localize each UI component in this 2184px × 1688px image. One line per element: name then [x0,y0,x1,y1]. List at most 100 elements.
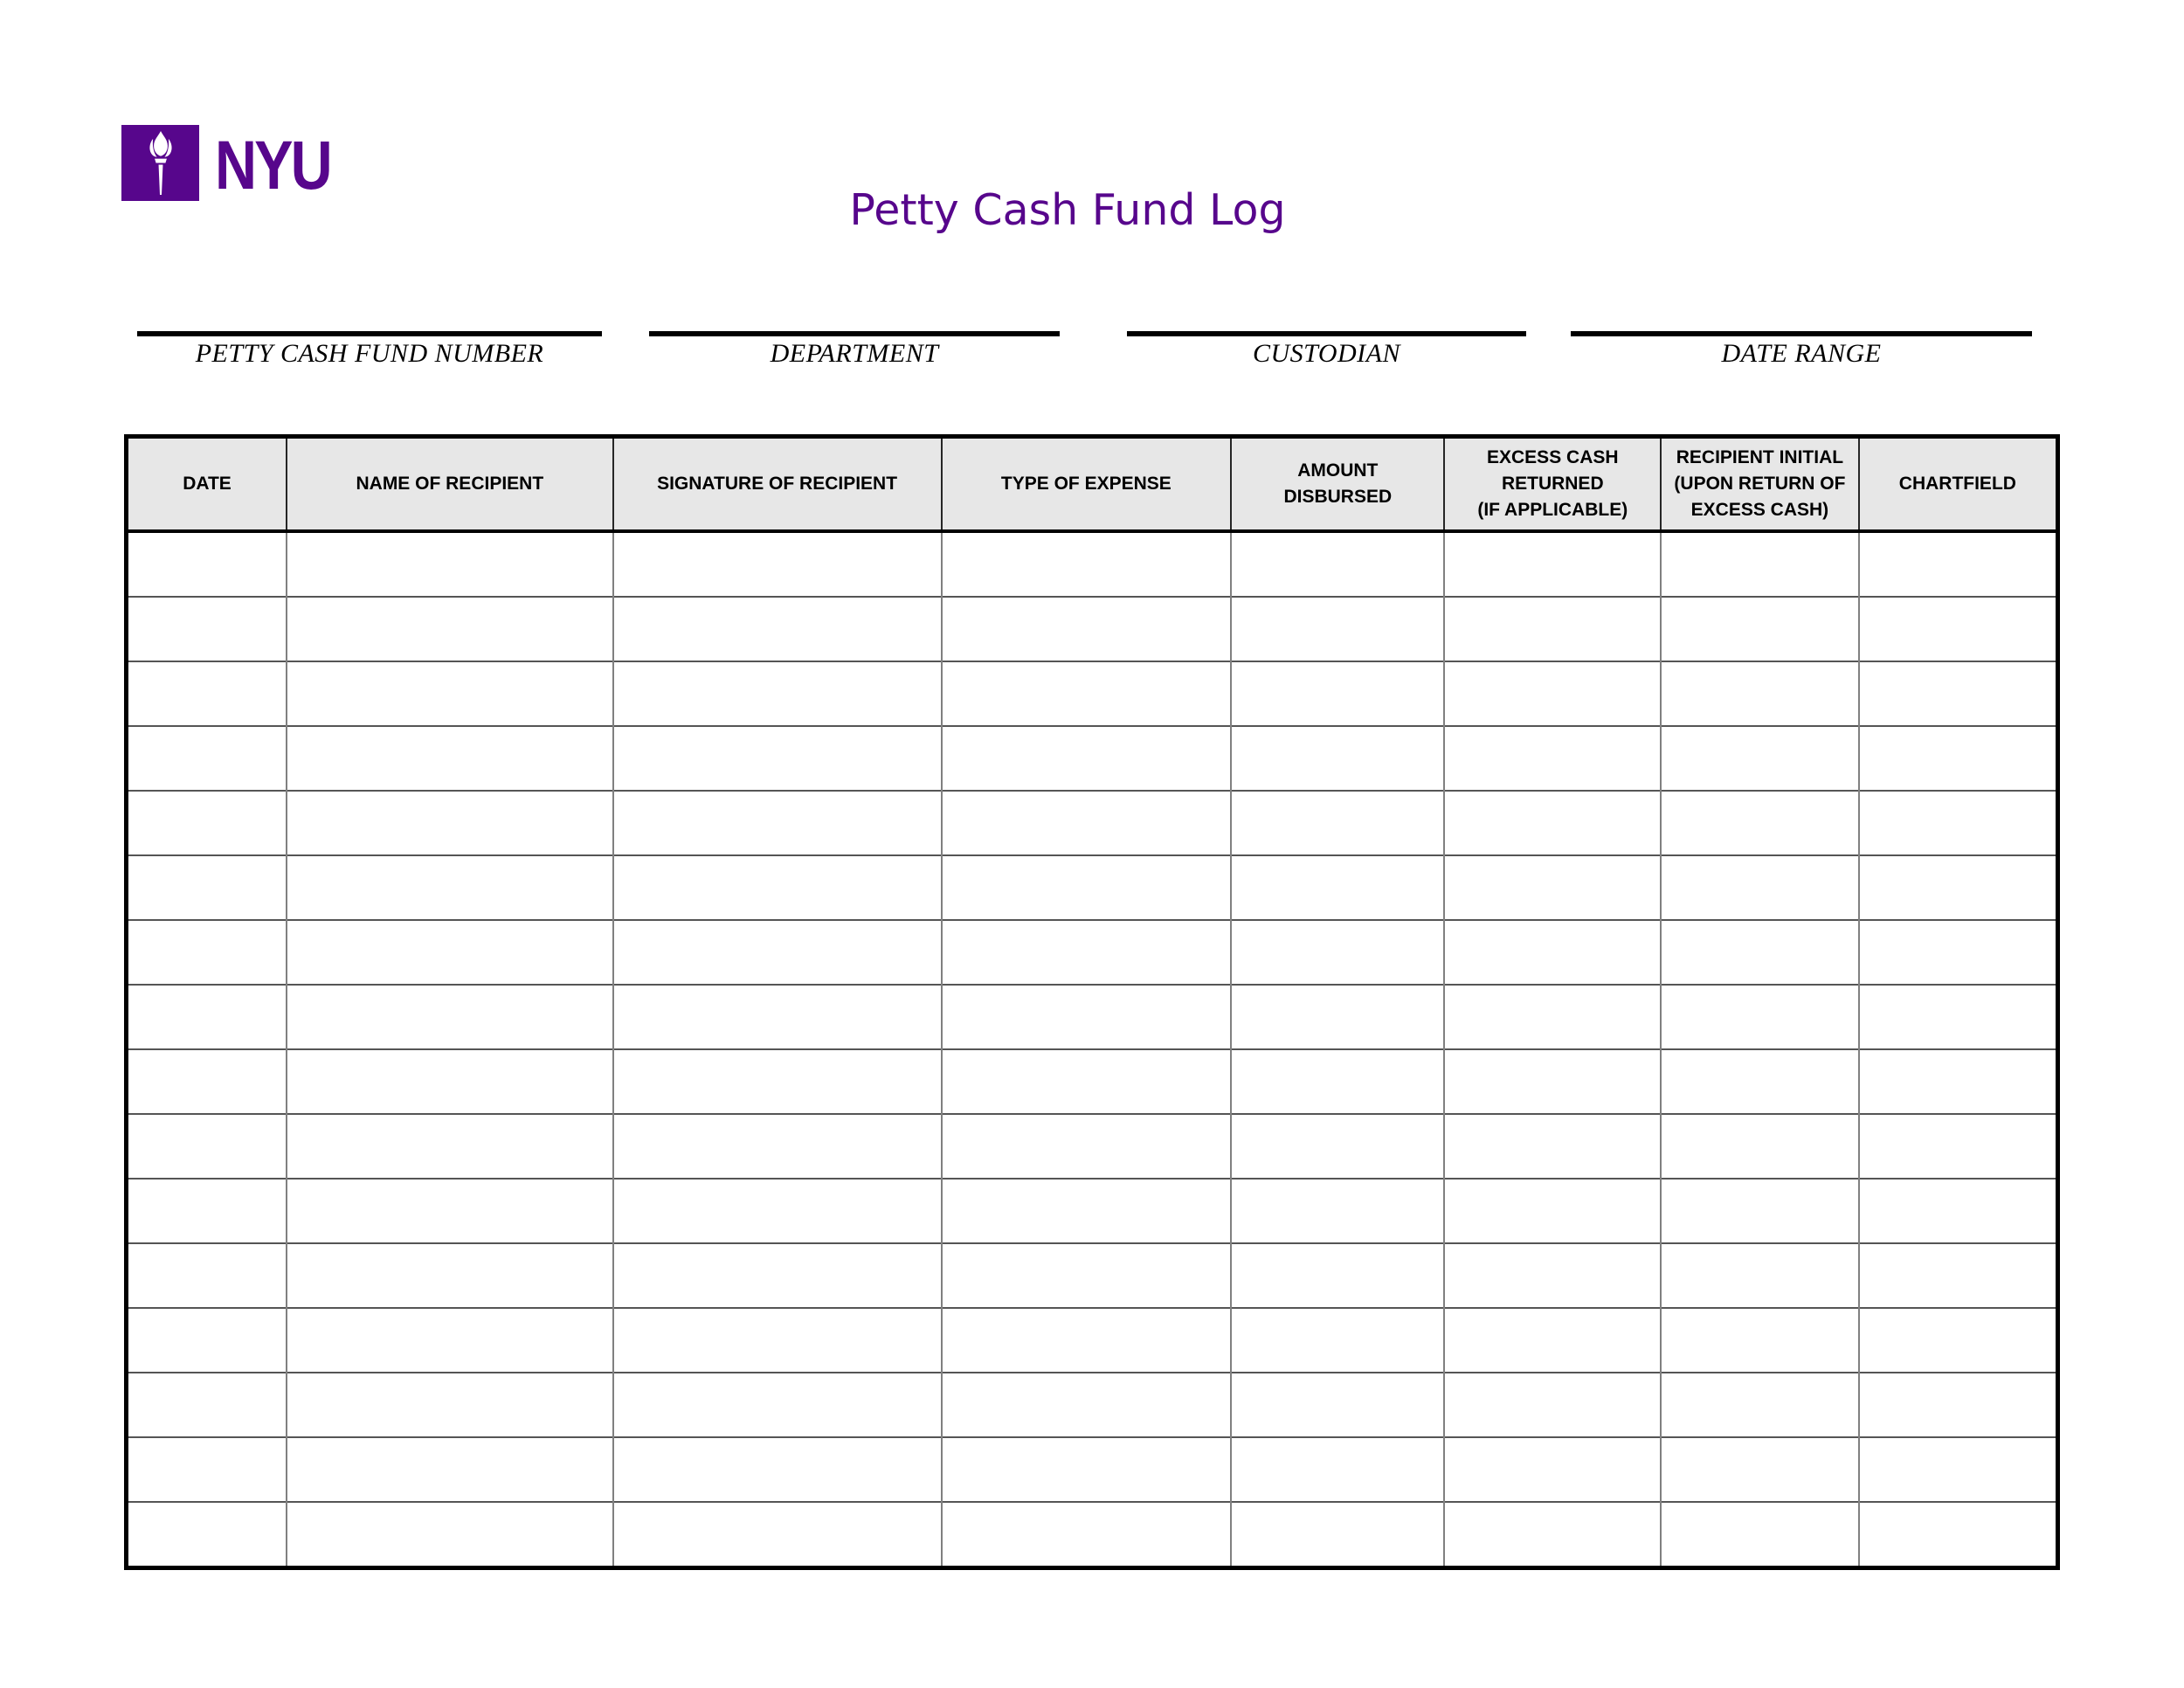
empty-cell[interactable] [940,530,1233,597]
empty-cell[interactable] [940,984,1233,1049]
empty-cell[interactable] [1443,596,1662,661]
empty-cell[interactable] [612,854,943,920]
empty-cell[interactable] [125,1242,287,1308]
empty-cell[interactable] [940,661,1233,726]
empty-cell[interactable] [1230,530,1446,597]
empty-cell[interactable] [1230,1048,1446,1114]
empty-cell[interactable] [940,854,1233,920]
empty-cell[interactable] [286,530,614,597]
empty-cell[interactable] [1857,854,2059,920]
empty-cell[interactable] [125,984,287,1049]
empty-cell[interactable] [125,1307,287,1373]
empty-cell[interactable] [125,596,287,661]
empty-cell[interactable] [1443,530,1662,597]
empty-cell[interactable] [940,919,1233,985]
empty-cell[interactable] [1660,1113,1860,1179]
empty-cell[interactable] [1660,854,1860,920]
empty-cell[interactable] [1857,1113,2059,1179]
empty-cell[interactable] [1443,1307,1662,1373]
empty-cell[interactable] [1660,984,1860,1049]
empty-cell[interactable] [1660,1242,1860,1308]
empty-cell[interactable] [286,1178,614,1243]
empty-cell[interactable] [1443,1178,1662,1243]
empty-cell[interactable] [1660,1372,1860,1437]
empty-cell[interactable] [1443,725,1662,791]
empty-cell[interactable] [286,661,614,726]
empty-cell[interactable] [1660,1178,1860,1243]
empty-cell[interactable] [612,1048,943,1114]
empty-cell[interactable] [286,1307,614,1373]
empty-cell[interactable] [286,1113,614,1179]
empty-cell[interactable] [1857,596,2059,661]
empty-cell[interactable] [940,1242,1233,1308]
empty-cell[interactable] [1230,1178,1446,1243]
empty-cell[interactable] [1443,1242,1662,1308]
empty-cell[interactable] [286,1436,614,1502]
fill-in-line[interactable] [137,331,602,336]
empty-cell[interactable] [1230,1242,1446,1308]
empty-cell[interactable] [940,790,1233,855]
empty-cell[interactable] [612,1178,943,1243]
empty-cell[interactable] [125,1048,287,1114]
empty-cell[interactable] [1857,1436,2059,1502]
empty-cell[interactable] [1230,790,1446,855]
empty-cell[interactable] [1857,661,2059,726]
empty-cell[interactable] [1660,919,1860,985]
empty-cell[interactable] [940,1372,1233,1437]
empty-cell[interactable] [1857,1242,2059,1308]
empty-cell[interactable] [940,1501,1233,1568]
empty-cell[interactable] [1857,1307,2059,1373]
empty-cell[interactable] [125,1372,287,1437]
empty-cell[interactable] [1230,1372,1446,1437]
empty-cell[interactable] [1857,919,2059,985]
empty-cell[interactable] [125,661,287,726]
empty-cell[interactable] [1443,661,1662,726]
empty-cell[interactable] [940,1436,1233,1502]
empty-cell[interactable] [286,854,614,920]
empty-cell[interactable] [1660,725,1860,791]
empty-cell[interactable] [1230,596,1446,661]
empty-cell[interactable] [940,1178,1233,1243]
empty-cell[interactable] [612,919,943,985]
empty-cell[interactable] [612,1113,943,1179]
empty-cell[interactable] [286,725,614,791]
empty-cell[interactable] [125,1501,287,1568]
empty-cell[interactable] [940,596,1233,661]
empty-cell[interactable] [1443,1113,1662,1179]
empty-cell[interactable] [940,1307,1233,1373]
empty-cell[interactable] [612,790,943,855]
empty-cell[interactable] [940,1048,1233,1114]
empty-cell[interactable] [940,725,1233,791]
empty-cell[interactable] [612,596,943,661]
empty-cell[interactable] [286,984,614,1049]
empty-cell[interactable] [1443,1372,1662,1437]
empty-cell[interactable] [1857,790,2059,855]
empty-cell[interactable] [286,1372,614,1437]
empty-cell[interactable] [1230,1113,1446,1179]
fill-in-line[interactable] [1571,331,2032,336]
empty-cell[interactable] [125,1113,287,1179]
empty-cell[interactable] [1443,1048,1662,1114]
empty-cell[interactable] [1230,984,1446,1049]
fill-in-line[interactable] [1127,331,1526,336]
empty-cell[interactable] [125,790,287,855]
empty-cell[interactable] [286,790,614,855]
empty-cell[interactable] [612,1436,943,1502]
empty-cell[interactable] [1230,661,1446,726]
empty-cell[interactable] [612,1307,943,1373]
empty-cell[interactable] [1857,1178,2059,1243]
empty-cell[interactable] [1443,1436,1662,1502]
empty-cell[interactable] [1443,1501,1662,1568]
empty-cell[interactable] [612,1242,943,1308]
empty-cell[interactable] [1660,1501,1860,1568]
empty-cell[interactable] [125,919,287,985]
empty-cell[interactable] [1230,1436,1446,1502]
empty-cell[interactable] [612,661,943,726]
empty-cell[interactable] [612,1372,943,1437]
empty-cell[interactable] [125,854,287,920]
empty-cell[interactable] [1443,854,1662,920]
empty-cell[interactable] [286,596,614,661]
empty-cell[interactable] [1230,1307,1446,1373]
empty-cell[interactable] [1443,919,1662,985]
empty-cell[interactable] [1660,1436,1860,1502]
